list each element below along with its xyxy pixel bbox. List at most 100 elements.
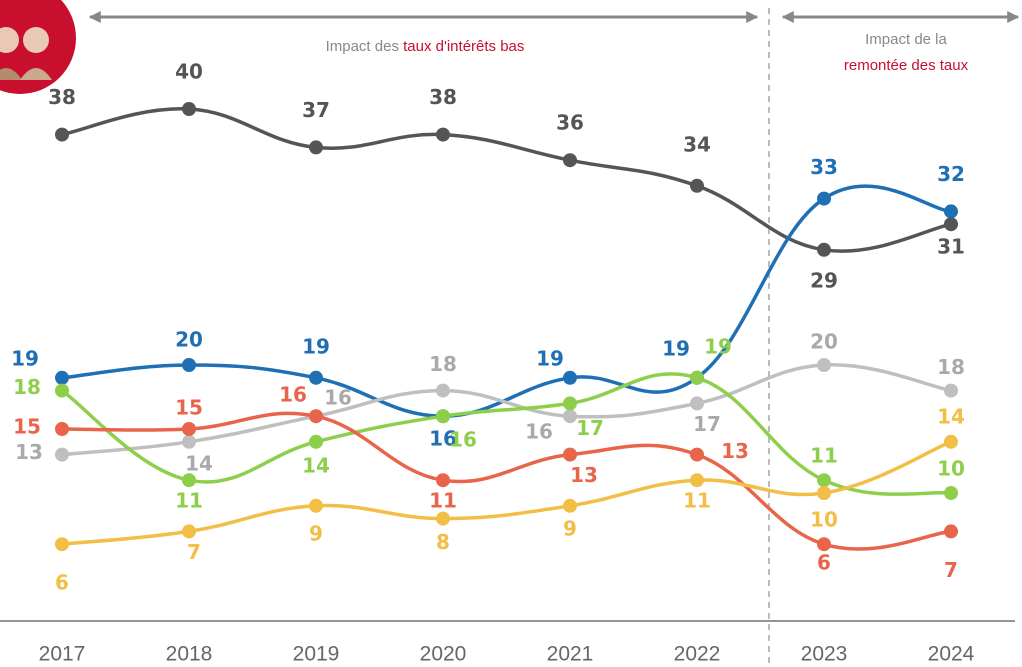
data-label: 13 bbox=[15, 440, 43, 464]
data-point bbox=[436, 473, 450, 488]
data-label: 20 bbox=[810, 330, 838, 354]
data-label: 36 bbox=[556, 111, 584, 135]
data-label: 19 bbox=[11, 346, 39, 370]
data-point bbox=[944, 486, 958, 500]
data-point bbox=[436, 511, 450, 526]
data-point bbox=[944, 524, 958, 539]
data-point bbox=[182, 358, 196, 372]
data-label: 7 bbox=[187, 540, 201, 564]
x-tick-label: 2023 bbox=[801, 643, 848, 666]
data-point bbox=[563, 498, 577, 513]
data-label: 19 bbox=[302, 334, 330, 358]
data-point bbox=[436, 127, 450, 142]
data-point bbox=[55, 383, 69, 398]
x-tick-label: 2019 bbox=[293, 643, 340, 666]
data-point bbox=[817, 473, 831, 488]
data-label: 40 bbox=[175, 60, 203, 84]
series-line bbox=[61, 411, 952, 551]
data-label: 16 bbox=[429, 427, 457, 451]
data-point bbox=[309, 370, 323, 385]
data-label: 18 bbox=[429, 352, 457, 376]
data-point bbox=[817, 486, 831, 500]
data-point bbox=[436, 383, 450, 398]
annotation-text: Impact des bbox=[326, 38, 404, 55]
data-label: 16 bbox=[449, 428, 477, 452]
data-point bbox=[944, 383, 958, 398]
data-point bbox=[55, 537, 69, 552]
data-label: 16 bbox=[525, 420, 553, 444]
data-label: 32 bbox=[937, 162, 965, 186]
data-point bbox=[182, 434, 196, 449]
annotation-emphasis: taux d'intérêts bas bbox=[403, 38, 524, 55]
data-label: 14 bbox=[937, 404, 965, 428]
data-point bbox=[55, 447, 69, 462]
data-point bbox=[690, 370, 704, 385]
series-line bbox=[61, 184, 952, 418]
data-label: 19 bbox=[704, 334, 732, 358]
data-point bbox=[563, 370, 577, 385]
x-tick-label: 2018 bbox=[166, 643, 213, 666]
annotation: Impact des taux d'intérêts bas bbox=[326, 38, 525, 55]
data-label: 8 bbox=[436, 530, 450, 554]
x-tick-label: 2017 bbox=[39, 643, 86, 666]
data-label: 11 bbox=[175, 489, 203, 513]
series-line bbox=[61, 107, 952, 253]
data-point bbox=[563, 153, 577, 168]
data-label: 17 bbox=[693, 412, 721, 436]
x-tick-label: 2022 bbox=[674, 643, 721, 666]
data-label: 11 bbox=[429, 489, 457, 513]
data-point bbox=[182, 524, 196, 539]
data-label: 17 bbox=[576, 416, 604, 440]
data-point bbox=[563, 396, 577, 411]
data-label: 37 bbox=[302, 98, 330, 122]
series-line bbox=[60, 372, 952, 497]
data-point bbox=[690, 473, 704, 488]
data-label: 6 bbox=[55, 571, 69, 595]
data-label: 11 bbox=[810, 444, 838, 468]
data-label: 10 bbox=[937, 457, 965, 481]
data-label: 34 bbox=[683, 132, 711, 156]
data-label: 13 bbox=[570, 463, 598, 487]
data-point bbox=[690, 396, 704, 411]
data-label: 9 bbox=[563, 516, 577, 540]
x-tick-label: 2021 bbox=[547, 643, 594, 666]
data-point bbox=[55, 127, 69, 142]
data-label: 9 bbox=[309, 521, 323, 545]
data-point bbox=[690, 447, 704, 462]
data-label: 19 bbox=[662, 336, 690, 360]
data-label: 16 bbox=[324, 386, 352, 410]
data-label: 14 bbox=[302, 453, 330, 477]
data-label: 14 bbox=[185, 451, 213, 475]
data-label: 15 bbox=[13, 415, 41, 439]
data-label: 10 bbox=[810, 508, 838, 532]
data-label: 6 bbox=[817, 551, 831, 575]
data-point bbox=[944, 434, 958, 449]
data-label: 38 bbox=[48, 85, 76, 109]
data-point bbox=[944, 204, 958, 219]
data-label: 16 bbox=[279, 383, 307, 407]
data-label: 19 bbox=[536, 346, 564, 370]
data-point bbox=[309, 140, 323, 155]
data-point bbox=[817, 191, 831, 206]
icon bbox=[0, 0, 76, 94]
data-point bbox=[182, 473, 196, 488]
series-line bbox=[61, 440, 952, 546]
data-point bbox=[309, 434, 323, 449]
data-point bbox=[309, 498, 323, 513]
series-line bbox=[61, 363, 952, 457]
data-label: 20 bbox=[175, 328, 203, 352]
data-point bbox=[436, 409, 450, 424]
data-point bbox=[817, 537, 831, 552]
data-label: 38 bbox=[429, 85, 457, 109]
data-point bbox=[944, 217, 958, 232]
data-label: 18 bbox=[13, 375, 41, 399]
data-label: 11 bbox=[683, 489, 711, 513]
x-tick-label: 2024 bbox=[928, 643, 975, 666]
data-point bbox=[563, 447, 577, 462]
x-tick-label: 2020 bbox=[420, 643, 467, 666]
data-point bbox=[55, 422, 69, 436]
data-point bbox=[309, 409, 323, 424]
annotation: remontée des taux bbox=[844, 57, 969, 74]
data-label: 33 bbox=[810, 155, 838, 179]
